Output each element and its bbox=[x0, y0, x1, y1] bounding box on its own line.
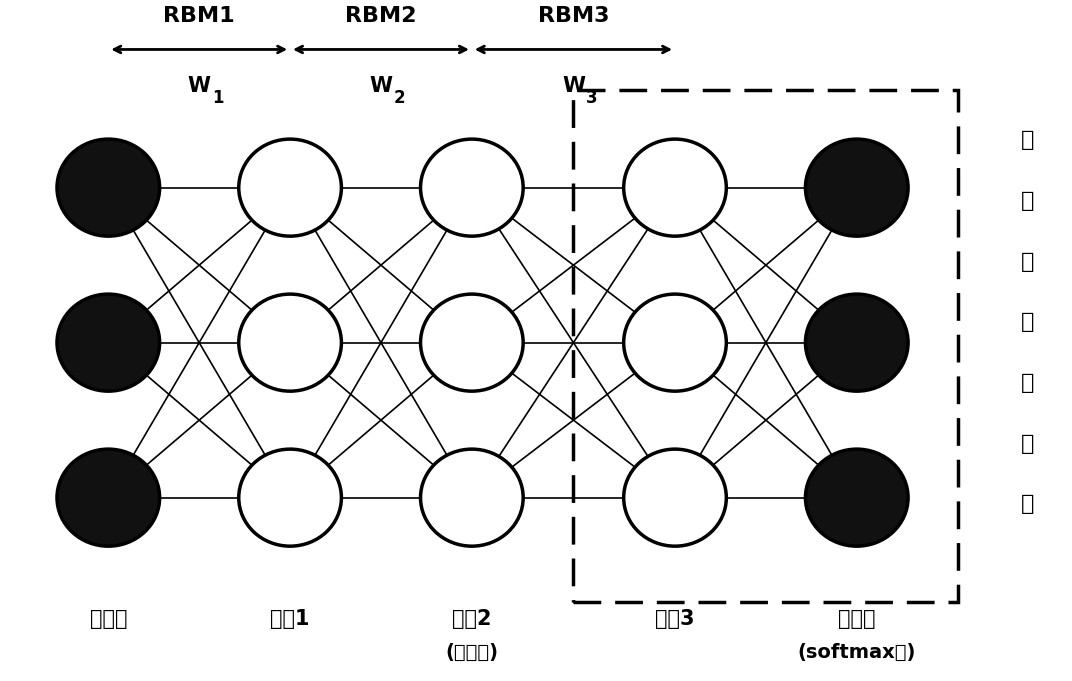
Text: 输入层: 输入层 bbox=[90, 609, 128, 629]
Ellipse shape bbox=[420, 449, 523, 546]
Text: RBM2: RBM2 bbox=[345, 6, 417, 26]
Ellipse shape bbox=[239, 449, 341, 546]
Text: W: W bbox=[370, 76, 392, 97]
Text: (softmax层): (softmax层) bbox=[798, 643, 915, 661]
Text: 隐層2: 隐層2 bbox=[452, 609, 492, 629]
Ellipse shape bbox=[624, 139, 727, 236]
Text: 训: 训 bbox=[1022, 131, 1034, 151]
Text: 隐層1: 隐層1 bbox=[270, 609, 310, 629]
Ellipse shape bbox=[624, 449, 727, 546]
Ellipse shape bbox=[57, 449, 160, 546]
Text: 输出层: 输出层 bbox=[838, 609, 876, 629]
Ellipse shape bbox=[805, 449, 908, 546]
Ellipse shape bbox=[420, 294, 523, 391]
Ellipse shape bbox=[239, 294, 341, 391]
Text: 3: 3 bbox=[586, 89, 598, 106]
Bar bbox=[574, 90, 958, 602]
Text: 删: 删 bbox=[1022, 434, 1034, 454]
Ellipse shape bbox=[239, 139, 341, 236]
Ellipse shape bbox=[805, 294, 908, 391]
Text: (瓶颈层): (瓶颈层) bbox=[445, 643, 498, 661]
Ellipse shape bbox=[805, 139, 908, 236]
Text: 2: 2 bbox=[393, 89, 405, 106]
Ellipse shape bbox=[624, 294, 727, 391]
Ellipse shape bbox=[420, 139, 523, 236]
Text: 除: 除 bbox=[1022, 494, 1034, 514]
Text: W: W bbox=[188, 76, 211, 97]
Text: W: W bbox=[562, 76, 585, 97]
Text: 束: 束 bbox=[1022, 313, 1034, 332]
Text: 后: 后 bbox=[1022, 373, 1034, 393]
Ellipse shape bbox=[57, 139, 160, 236]
Text: RBM3: RBM3 bbox=[538, 6, 609, 26]
Text: 隐層3: 隐層3 bbox=[655, 609, 695, 629]
Text: RBM1: RBM1 bbox=[163, 6, 235, 26]
Text: 练: 练 bbox=[1022, 191, 1034, 211]
Ellipse shape bbox=[57, 294, 160, 391]
Text: 1: 1 bbox=[212, 89, 224, 106]
Text: 结: 结 bbox=[1022, 252, 1034, 272]
